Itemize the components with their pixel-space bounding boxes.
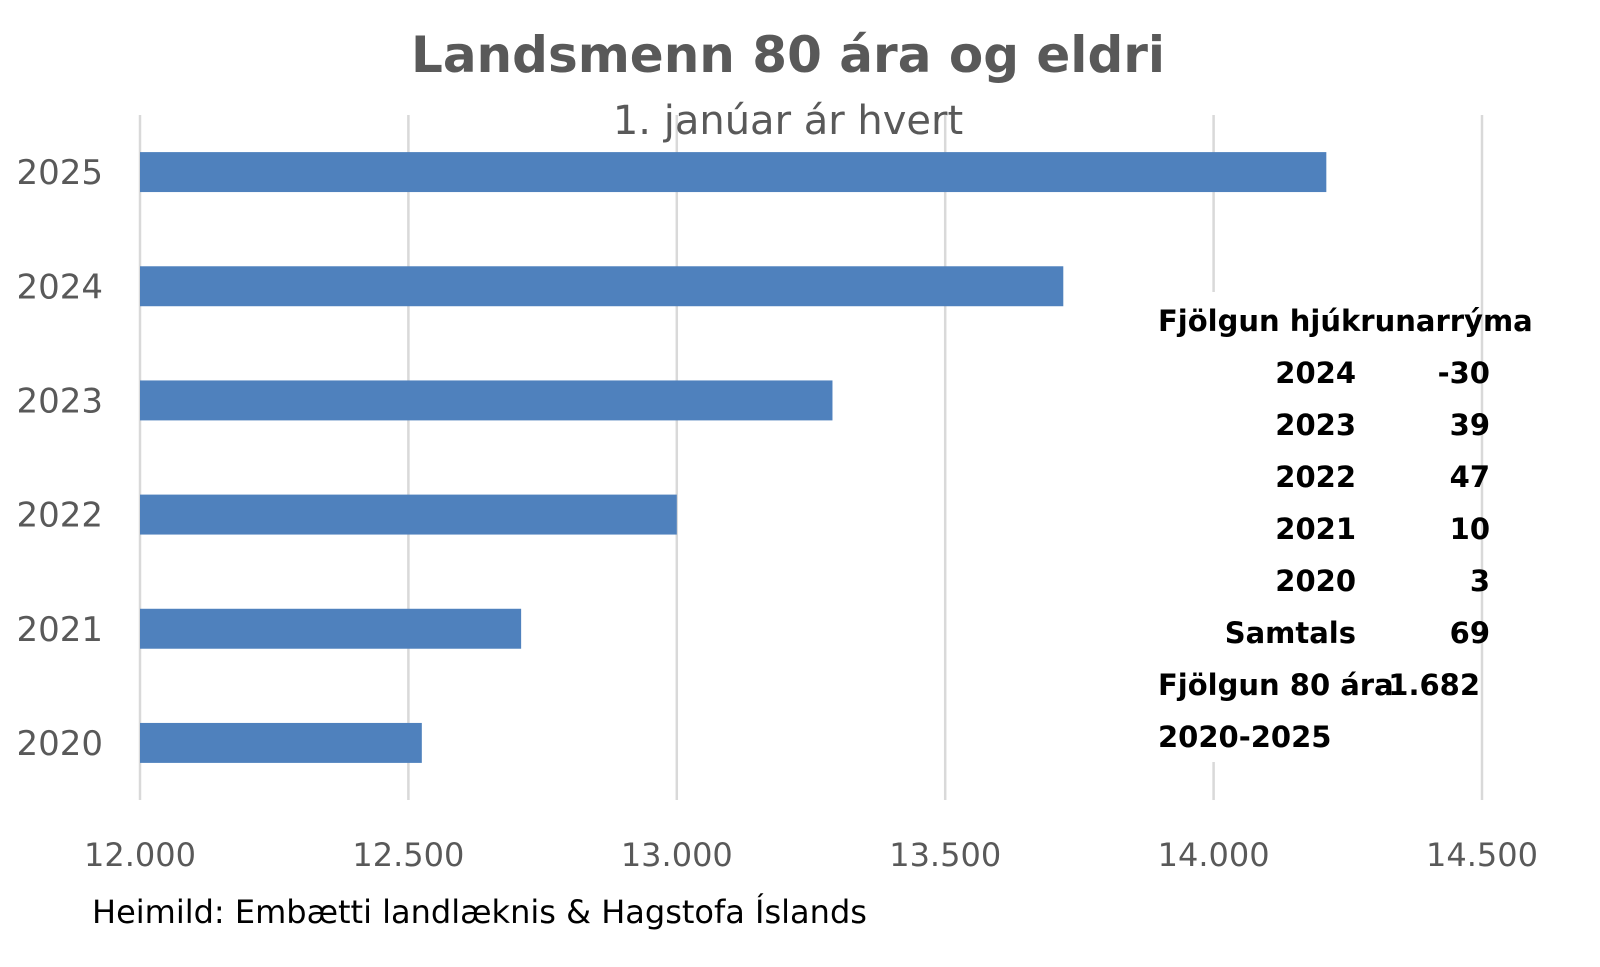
bar-2022 (140, 494, 677, 535)
table-rows: 2024 -30 2023 39 2022 47 2021 10 2020 3 (1275, 356, 1490, 598)
table-total-value: 69 (1450, 616, 1490, 650)
bar-2024 (140, 266, 1064, 307)
table-growth-label: Fjölgun 80 ára (1158, 668, 1394, 702)
category-labels: 2025 2024 2023 2022 2021 2020 (16, 153, 103, 764)
table-title: Fjölgun hjúkrunarrýma (1158, 304, 1533, 338)
table-growth-value: 1.682 (1388, 668, 1480, 702)
source-note: Heimild: Embætti landlæknis & Hagstofa Í… (92, 893, 867, 931)
table-background (1130, 292, 1470, 762)
bar-2025 (140, 152, 1327, 193)
chart-title: Landsmenn 80 ára og eldri (411, 26, 1165, 84)
category-label: 2022 (16, 496, 103, 536)
chart-subtitle: 1. janúar ár hvert (613, 98, 963, 144)
bars (140, 152, 1327, 763)
table-row-value: 47 (1450, 460, 1490, 494)
bar-2021 (140, 608, 522, 649)
bar-2020 (140, 722, 422, 763)
category-label: 2021 (16, 610, 103, 650)
category-label: 2023 (16, 381, 103, 421)
table-row-year: 2023 (1275, 408, 1356, 442)
table-row-year: 2021 (1275, 512, 1356, 546)
table-row-value: 39 (1450, 408, 1490, 442)
table-row-year: 2022 (1275, 460, 1356, 494)
x-tick-label: 14.500 (1426, 836, 1538, 874)
category-label: 2025 (16, 153, 103, 193)
table-row-year: 2020 (1275, 564, 1356, 598)
x-tick-label: 12.000 (84, 836, 196, 874)
nursing-beds-table: Fjölgun hjúkrunarrýma 2024 -30 2023 39 2022 4… (1158, 304, 1533, 754)
x-tick-label: 13.500 (889, 836, 1001, 874)
x-axis-ticks: 12.000 12.500 13.000 13.500 14.000 14.500 (84, 836, 1538, 874)
table-row-value: -30 (1438, 356, 1490, 390)
category-label: 2020 (16, 724, 103, 764)
x-tick-label: 13.000 (621, 836, 733, 874)
table-row-value: 3 (1470, 564, 1490, 598)
table-row-year: 2024 (1275, 356, 1356, 390)
bar-2023 (140, 380, 833, 421)
table-growth-period: 2020-2025 (1158, 720, 1331, 754)
table-total-label: Samtals (1225, 616, 1356, 650)
gridlines (138, 115, 1484, 800)
x-tick-label: 14.000 (1158, 836, 1270, 874)
category-label: 2024 (16, 267, 103, 307)
table-row-value: 10 (1450, 512, 1490, 546)
x-tick-label: 12.500 (352, 836, 464, 874)
